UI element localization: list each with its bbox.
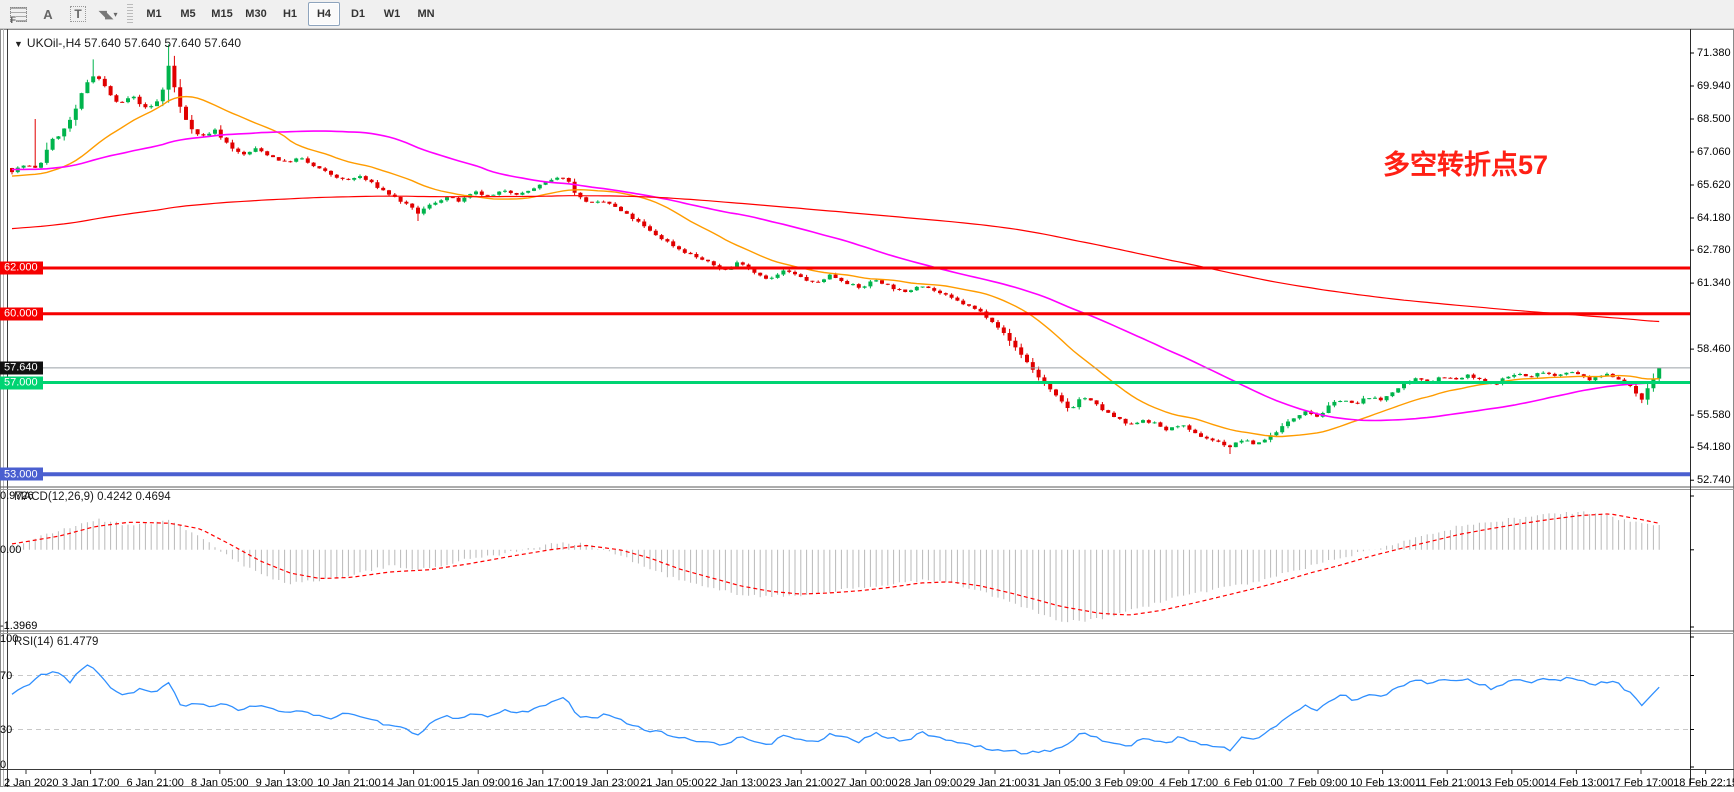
time-axis-label: 3 Jan 17:00 [61,777,120,789]
ma-slow-red-line [11,195,1660,323]
rsi-indicator-label: RSI(14) 61.4779 [14,636,99,648]
macd-tick-label: 0.00 [0,543,22,556]
time-axis-label: 13 Feb 05:00 [1479,777,1545,789]
price-tick-label: 65.620 [1697,179,1731,191]
chart-window-border [0,29,1734,787]
style-arrows-icon: ◥◣ [98,8,114,21]
price-badge-62.000: 62.000 [0,261,43,275]
main-toolbar: F A T ◥◣ ▾ M1 M5 M15 M30 H1 H4 D1 W1 MN [0,0,1734,29]
time-axis-label: 16 Jan 17:00 [510,777,575,789]
ma-mid-magenta-line [11,130,1660,422]
timeframe-button-M1[interactable]: M1 [146,8,162,20]
time-axis-label: 3 Feb 09:00 [1094,777,1154,789]
time-axis-label: 11 Feb 21:00 [1415,777,1480,789]
time-axis-label: 22 Jan 13:00 [704,777,769,789]
time-axis-label: 15 Jan 09:00 [446,777,510,789]
time-axis-label: 4 Feb 17:00 [1159,777,1219,789]
time-axis-label: 8 Jan 05:00 [191,777,249,789]
macd-histogram [11,511,1660,623]
chinese-text-annotation[interactable]: 多空转折点57 [1383,150,1549,180]
time-axis-label: 10 Jan 21:00 [317,777,381,789]
rsi-tick-label: 70 [0,669,13,682]
time-axis-labels: 2 Jan 2020 3 Jan 17:00 6 Jan 21:00 8 Jan 05… [0,29,1734,789]
price-badge-57.000: 57.000 [0,376,43,390]
chart-canvas[interactable] [0,29,1734,792]
price-tick-label: 58.460 [1697,343,1731,356]
price-badge-57.640: 57.640 [0,361,43,375]
time-axis-label: 27 Jan 00:00 [833,777,898,789]
timeframe-button-H4[interactable]: H4 [308,2,340,26]
price-badge-60.000: 60.000 [0,307,43,321]
time-axis-label: 17 Feb 17:00 [1608,777,1674,789]
time-axis-label: 28 Jan 09:00 [898,777,963,789]
timeframe-button-H1[interactable]: H1 [282,8,298,20]
price-tick-label: 62.780 [1697,244,1731,257]
time-axis-label: 10 Feb 13:00 [1350,777,1416,789]
ma-fast-orange-line [11,95,1660,438]
timeframe-button-M15[interactable]: M15 [211,8,233,20]
font-tool-button[interactable]: A [34,1,62,27]
chart-symbol-title: ▼ UKOil-,H4 57.640 57.640 57.640 57.640 [14,36,242,50]
price-tick-label: 52.740 [1697,474,1731,487]
toolbar-grip [127,4,133,24]
collapse-triangle-icon[interactable]: ▼ [14,39,23,49]
macd-signal-line [11,513,1660,616]
price-tick-label: 71.380 [1697,47,1731,59]
time-axis-label: 14 Jan 01:00 [381,777,446,789]
rsi-tick-label: 0 [0,759,7,771]
timeframe-button-M5[interactable]: M5 [180,8,196,20]
price-tick-label: 67.060 [1697,146,1731,158]
time-axis-label: 14 Feb 13:00 [1543,777,1609,789]
price-badge-53.000: 53.000 [0,467,43,481]
rsi-line [11,664,1660,755]
price-tick-label: 64.180 [1697,212,1731,224]
chart-window[interactable]: ▼ UKOil-,H4 57.640 57.640 57.640 57.640 M… [0,29,1734,792]
timeframe-button-W1[interactable]: W1 [383,8,401,20]
letter-t-icon: T [70,6,86,22]
rsi-tick-label: 100 [0,633,19,645]
time-axis-label: 18 Feb 22:15 [1673,777,1734,789]
time-axis-label: 6 Feb 01:00 [1224,777,1283,789]
price-tick-label: 54.180 [1697,441,1731,454]
time-axis-label: 6 Jan 21:00 [126,777,184,789]
grid-icon: F [9,6,27,25]
timeframe-button-group: M1 M5 M15 M30 H1 H4 D1 W1 MN [138,2,442,26]
rsi-tick-label: 30 [0,723,13,736]
timeframe-button-M30[interactable]: M30 [245,8,267,20]
price-tick-label: 69.940 [1697,80,1731,92]
time-axis-label: 9 Jan 13:00 [255,777,314,789]
dropdown-caret-icon: ▾ [113,9,118,19]
text-label-tool-button[interactable]: T [64,1,92,27]
macd-tick-label: -1.3969 [0,620,38,632]
timeframe-button-MN[interactable]: MN [417,8,435,20]
timeframe-button-D1[interactable]: D1 [350,8,366,20]
time-axis-label: 19 Jan 23:00 [575,777,640,789]
macd-tick-label: 0.9726 [0,490,34,502]
chart-shift-button[interactable]: F [4,1,32,27]
price-tick-label: 61.340 [1697,277,1731,290]
price-tick-label: 55.580 [1697,409,1731,422]
letter-a-icon: A [43,6,53,22]
price-tick-label: 68.500 [1697,113,1731,125]
object-style-tool-button[interactable]: ◥◣ ▾ [94,1,122,27]
time-axis-label: 23 Jan 21:00 [769,777,833,789]
time-axis-label: 7 Feb 09:00 [1288,777,1348,789]
macd-indicator-label: MACD(12,26,9) 0.4242 0.4694 [14,491,171,503]
time-axis-label: 2 Jan 2020 [4,777,59,789]
time-axis-label: 29 Jan 21:00 [963,777,1027,789]
time-axis-label: 31 Jan 05:00 [1027,777,1092,789]
time-axis-label: 21 Jan 05:00 [640,777,704,789]
